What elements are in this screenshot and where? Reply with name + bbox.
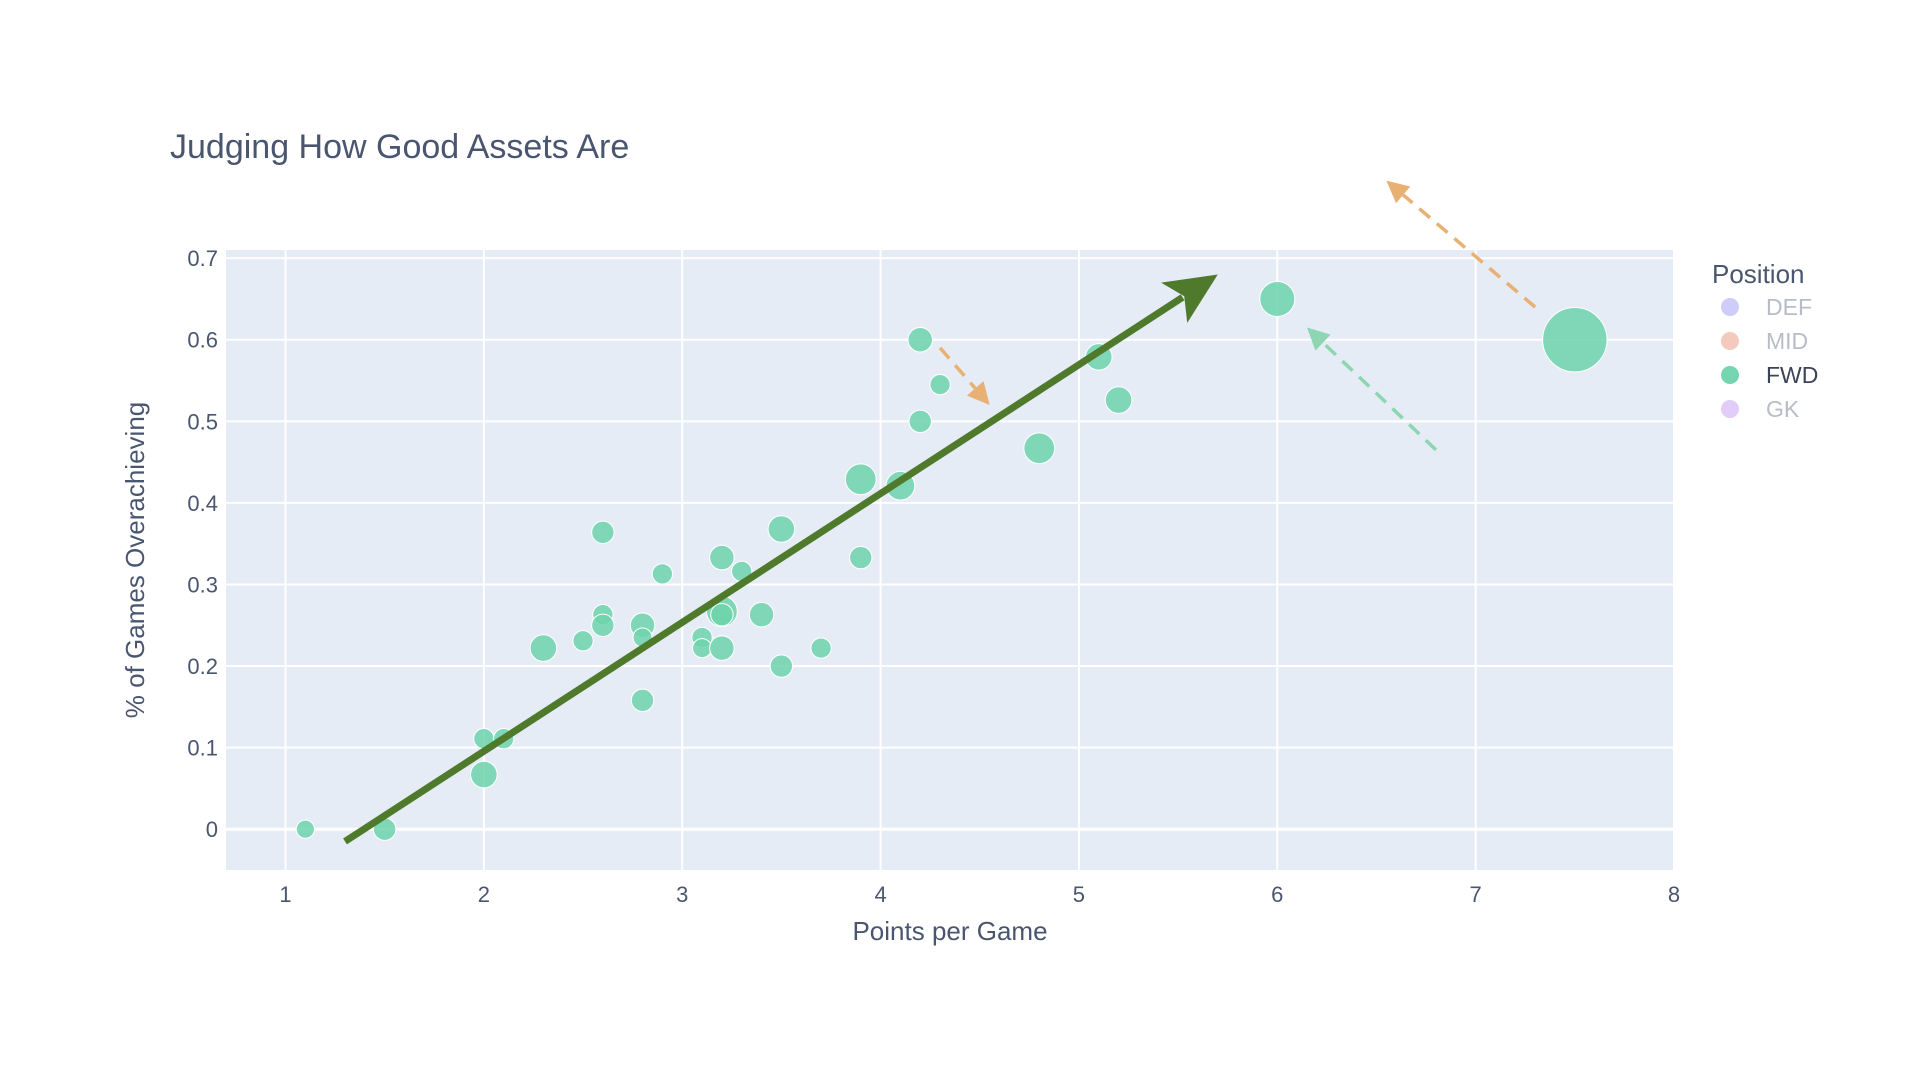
scatter-point [692,638,713,659]
dashed-arrow-line [1402,193,1537,309]
scatter-point [849,545,873,570]
scatter-point [710,602,734,627]
y-tick-label: 0.6 [187,328,218,353]
scatter-point [709,544,735,571]
legend-marker[interactable] [1721,332,1739,350]
y-tick-label: 0.4 [187,491,218,516]
chart-title: Judging How Good Assets Are [170,128,629,166]
scatter-point [810,637,832,659]
scatter-point [748,601,775,628]
x-tick-label: 2 [478,882,490,907]
scatter-point [907,326,933,353]
x-tick-label: 4 [874,882,886,907]
grid-lines [226,250,1675,870]
x-tick-label: 8 [1668,882,1680,907]
legend-marker[interactable] [1721,400,1739,418]
scatter-point [1023,432,1056,465]
y-axis-ticks: 0 0.1 0.2 0.3 0.4 0.5 0.6 0.7 [187,246,218,842]
scatter-point [651,563,674,585]
y-tick-label: 0.7 [187,246,218,271]
legend-marker[interactable] [1721,298,1739,316]
x-tick-label: 1 [279,882,291,907]
y-tick-label: 0.2 [187,654,218,679]
dashed-arrow-line [1321,341,1438,452]
dashed-arrow-head [1386,180,1411,204]
y-tick-label: 0.1 [187,736,218,761]
scatter-point [769,654,794,678]
trend-arrow-line [343,294,1185,845]
scatter-point [709,635,735,661]
scatter-point [1542,307,1608,373]
x-tick-label: 7 [1470,882,1482,907]
scatter-point [844,463,877,496]
scatter-point [295,819,315,839]
scatter-point [767,515,796,543]
scatter-point [591,613,615,637]
x-tick-label: 6 [1271,882,1283,907]
scatter-point [572,630,594,652]
x-axis-ticks: 1 2 3 4 5 6 7 8 [279,882,1680,907]
scatter-point [630,688,655,713]
scatter-point [908,409,932,434]
trend-arrow-head [1161,274,1218,323]
legend-item-fwd[interactable]: FWD [1766,362,1818,388]
legend-marker[interactable] [1721,366,1739,384]
y-tick-label: 0.5 [187,409,218,434]
annotations [343,180,1537,845]
dashed-arrow-head [966,381,990,405]
scatter-point [591,520,615,544]
data-points [295,280,1608,841]
legend: Position DEF MID FWD GK [1712,259,1818,422]
y-axis-title: % of Games Overachieving [120,402,150,718]
dashed-arrow-line [938,346,977,390]
legend-item-gk[interactable]: GK [1766,396,1800,422]
legend-item-mid[interactable]: MID [1766,328,1808,354]
legend-title: Position [1712,259,1805,289]
y-tick-label: 0.3 [187,572,218,597]
x-axis-title: Points per Game [852,916,1047,946]
y-tick-label: 0 [206,817,218,842]
dashed-arrow-head [1307,327,1331,351]
scatter-point [529,634,558,662]
plot-background [226,250,1674,870]
scatter-point [929,373,951,396]
scatter-point [1104,386,1133,414]
legend-item-def[interactable]: DEF [1766,294,1812,320]
x-tick-label: 5 [1073,882,1085,907]
scatter-point [1259,280,1296,317]
x-tick-label: 3 [676,882,688,907]
scatter-point [470,760,498,789]
